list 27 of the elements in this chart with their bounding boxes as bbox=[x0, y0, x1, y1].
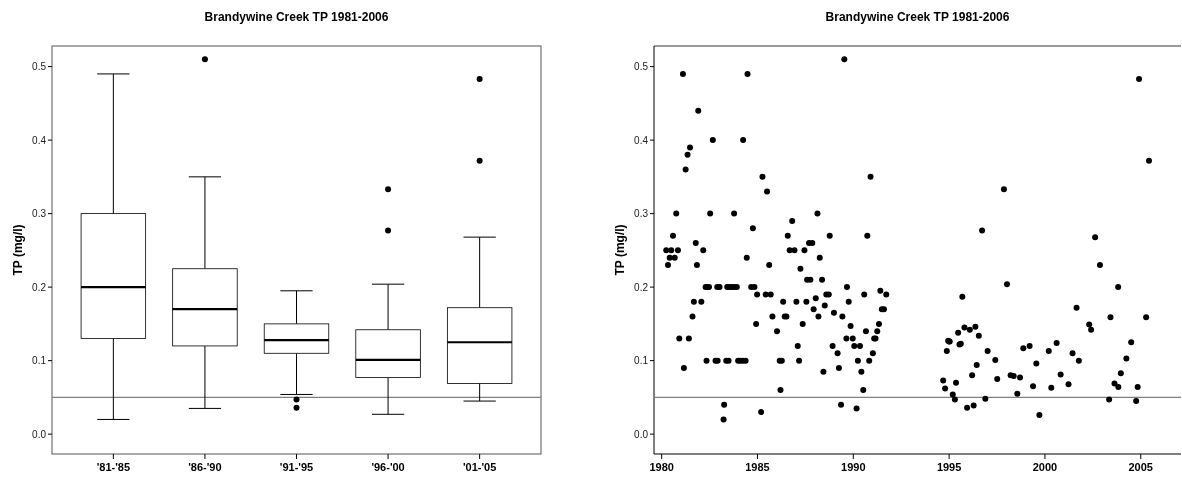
chart-title: Brandywine Creek TP 1981-2006 bbox=[204, 10, 389, 24]
x-tick-label: 2005 bbox=[1128, 461, 1153, 473]
x-tick-label: 1980 bbox=[649, 461, 674, 473]
y-tick-label: 0.3 bbox=[32, 208, 47, 220]
x-tick-label: '01-'05 bbox=[462, 461, 497, 473]
x-tick-label: 1985 bbox=[745, 461, 770, 473]
y-tick-label: 0.5 bbox=[32, 61, 47, 73]
x-tick-label: '91-'95 bbox=[279, 461, 314, 473]
y-axis-title: TP (mg/l) bbox=[613, 224, 627, 276]
x-tick-label: 1990 bbox=[841, 461, 866, 473]
x-tick-label: '86-'90 bbox=[188, 461, 222, 473]
y-tick-label: 0.5 bbox=[634, 61, 649, 73]
y-tick-label: 0.0 bbox=[32, 428, 47, 440]
y-tick-label: 0.1 bbox=[32, 355, 47, 367]
y-tick-label: 0.2 bbox=[32, 281, 47, 293]
y-tick-label: 0.1 bbox=[634, 355, 649, 367]
y-axis-title: TP (mg/l) bbox=[11, 224, 25, 276]
x-tick-label: 2000 bbox=[1032, 461, 1058, 473]
y-tick-label: 0.0 bbox=[634, 428, 649, 440]
x-tick-label: '96-'00 bbox=[371, 461, 405, 473]
y-tick-label: 0.2 bbox=[634, 281, 649, 293]
chart-title: Brandywine Creek TP 1981-2006 bbox=[825, 10, 1010, 24]
y-tick-label: 0.3 bbox=[634, 208, 649, 220]
y-tick-label: 0.4 bbox=[32, 134, 47, 146]
y-tick-label: 0.4 bbox=[634, 134, 649, 146]
x-tick-label: '81-'85 bbox=[96, 461, 131, 473]
x-tick-label: 1995 bbox=[936, 461, 962, 473]
